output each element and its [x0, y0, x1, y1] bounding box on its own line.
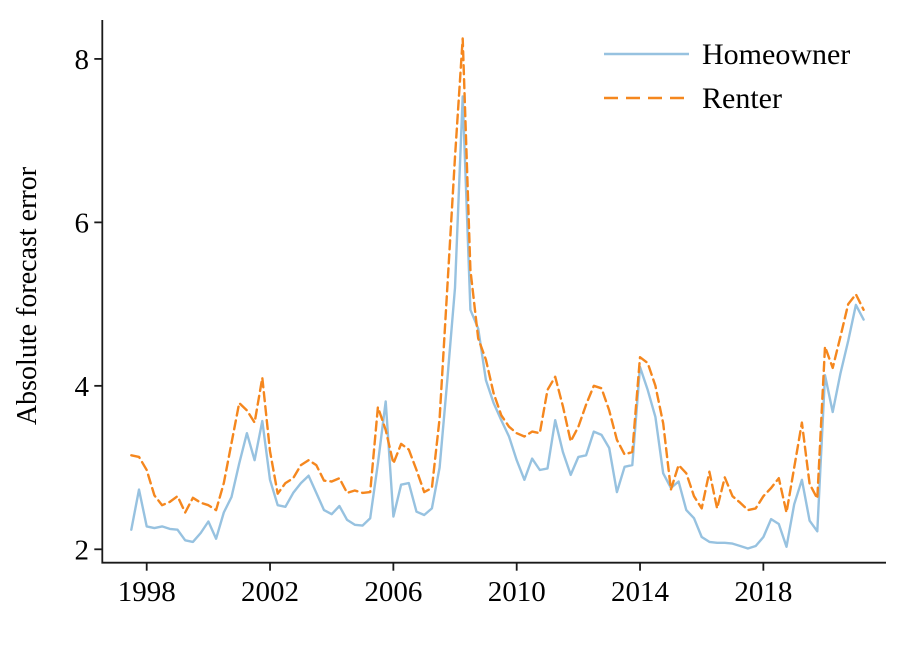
- series-lines: [130, 37, 865, 550]
- y-axis-title: Absolute forecast error: [12, 166, 43, 425]
- y-tick-label: 8: [75, 44, 90, 76]
- x-tick-label: 2002: [241, 576, 299, 608]
- axes-frame: [101, 20, 886, 564]
- legend-renter-label: Renter: [702, 82, 782, 115]
- x-tick-label: 2010: [488, 576, 546, 608]
- x-tick-label: 2018: [734, 576, 792, 608]
- legend-homeowner-label: Homeowner: [702, 38, 850, 71]
- x-axis-ticks: 1998 2002 2006 2010 2014 2018: [118, 562, 792, 608]
- series-line-renter: [130, 37, 865, 514]
- y-tick-label: 2: [75, 534, 90, 566]
- y-tick-label: 4: [75, 371, 90, 403]
- series-line-homeowner: [130, 95, 865, 550]
- y-axis-ticks: 2 4 6 8: [75, 44, 103, 566]
- x-tick-label: 2006: [364, 576, 422, 608]
- y-tick-label: 6: [75, 207, 90, 239]
- legend: Homeowner Renter: [604, 38, 850, 115]
- x-tick-label: 2014: [611, 576, 670, 608]
- x-tick-label: 1998: [118, 576, 176, 608]
